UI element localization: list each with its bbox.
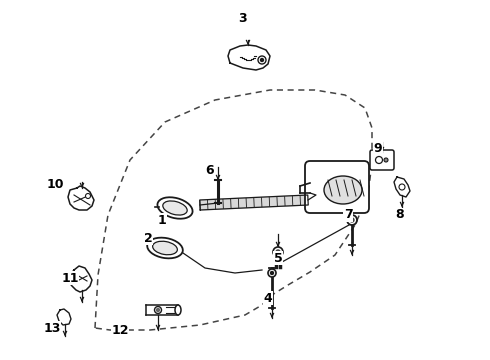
Text: 6: 6 — [206, 163, 214, 176]
Text: 13: 13 — [43, 321, 61, 334]
Circle shape — [154, 306, 162, 314]
Circle shape — [347, 215, 357, 225]
Circle shape — [375, 157, 383, 163]
Text: 8: 8 — [396, 208, 404, 221]
Circle shape — [258, 56, 266, 64]
Circle shape — [261, 58, 264, 62]
Text: 12: 12 — [111, 324, 129, 337]
Circle shape — [273, 247, 283, 257]
Text: 1: 1 — [158, 213, 167, 226]
Polygon shape — [200, 195, 308, 210]
Text: 11: 11 — [61, 271, 79, 284]
Circle shape — [270, 271, 273, 274]
Text: 10: 10 — [46, 179, 64, 192]
Polygon shape — [394, 177, 410, 197]
Polygon shape — [68, 186, 94, 210]
Text: 2: 2 — [144, 231, 152, 244]
FancyBboxPatch shape — [305, 161, 369, 213]
Text: 5: 5 — [273, 252, 282, 265]
Circle shape — [399, 184, 405, 190]
Ellipse shape — [157, 197, 193, 219]
Ellipse shape — [153, 241, 177, 255]
Circle shape — [384, 158, 388, 162]
Polygon shape — [228, 45, 270, 70]
Text: 7: 7 — [343, 208, 352, 221]
Circle shape — [156, 309, 160, 311]
Circle shape — [268, 269, 276, 277]
Circle shape — [350, 218, 354, 222]
Text: 4: 4 — [264, 292, 272, 305]
Text: 9: 9 — [374, 141, 382, 154]
Polygon shape — [57, 309, 71, 325]
FancyBboxPatch shape — [370, 150, 394, 170]
Text: 3: 3 — [238, 12, 246, 24]
Ellipse shape — [147, 238, 183, 258]
Ellipse shape — [324, 176, 362, 204]
Ellipse shape — [163, 201, 187, 215]
Circle shape — [85, 194, 91, 198]
Polygon shape — [68, 266, 92, 292]
Circle shape — [276, 250, 280, 254]
Ellipse shape — [175, 305, 181, 315]
